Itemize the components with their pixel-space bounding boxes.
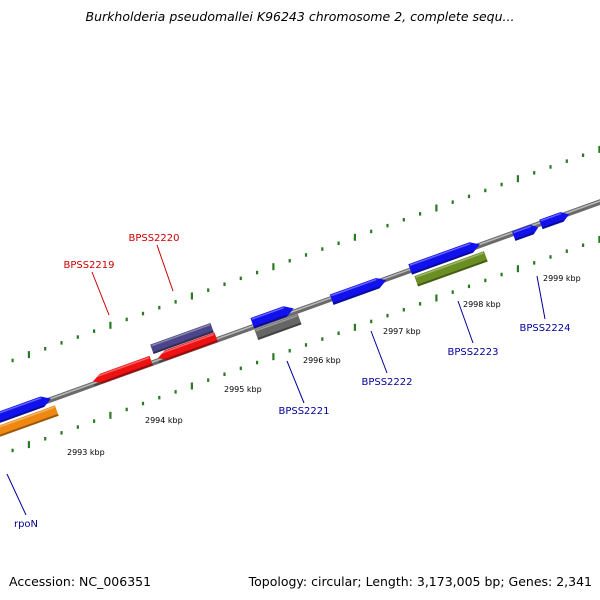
gene-feature[interactable] [512,223,540,241]
gene-arrow-shadow [514,232,534,241]
gene-arrow-shadow [152,330,214,355]
gene-arrow-shadow [411,250,474,275]
gene-arrow-shadow [0,413,59,442]
feature-layer [0,210,571,442]
gene-label-bpss2222[interactable]: BPSS2222 [361,377,412,388]
gene-label-connector [91,271,110,316]
gene-arrow-highlight [0,406,55,433]
gene-arrow-highlight [92,356,150,379]
gene-arrow-highlight [331,278,377,297]
gene-label-bpss2219[interactable]: BPSS2219 [63,260,114,271]
gene-label-connector [156,244,174,292]
gene-arrow[interactable] [0,393,53,428]
gene-label-connector [370,330,388,374]
gene-arrow-shadow [332,286,380,305]
gene-arrow-shadow [541,219,564,230]
gene-label-bpss2223[interactable]: BPSS2223 [447,347,498,358]
gene-arrow-shadow [257,322,302,340]
accession-text: Accession: NC_006351 [9,574,152,589]
label-layer: 2993 kbp 2994 kbp 2995 kbp 2996 kbp 2997 kbp… [6,233,581,530]
map-title: Burkholderia pseudomallei K96243 chromos… [85,9,515,24]
gene-feature-bpss2221[interactable] [250,303,295,329]
gene-arrow[interactable] [150,322,214,355]
gene-arrow-highlight [540,212,562,222]
scale-label: 2993 kbp [67,448,105,457]
gene-feature[interactable] [254,314,302,340]
gene-feature[interactable] [0,405,59,442]
gene-label-bpss2220[interactable]: BPSS2220 [128,233,179,244]
gene-arrow[interactable] [408,239,481,275]
gene-arrow-highlight [151,324,211,347]
genome-summary-text: Topology: circular; Length: 3,173,005 bp… [248,574,592,589]
gene-feature-bpss2222[interactable] [329,275,388,305]
chromosome-backbone [0,199,600,421]
gene-arrow[interactable] [91,355,153,386]
gene-arrow[interactable] [156,332,218,363]
gene-arrow-highlight [513,225,532,234]
gene-feature-bpss2224[interactable] [539,210,571,230]
scale-label: 2996 kbp [303,356,341,365]
gene-label-bpss2224[interactable]: BPSS2224 [519,323,570,334]
gene-arrow[interactable] [512,223,540,241]
gene-arrow-highlight [0,397,42,419]
gene-feature-bpss2219[interactable] [91,355,153,387]
scale-label: 2994 kbp [145,416,183,425]
gene-arrow[interactable] [250,303,295,329]
gene-arrow-highlight [409,242,471,267]
gene-label-rpon[interactable]: rpoN [14,519,38,530]
gene-label-bpss2221[interactable]: BPSS2221 [278,406,329,417]
gene-arrow-shadow [158,340,218,363]
gene-arrow[interactable] [414,251,488,287]
gene-label-connector [457,300,474,344]
gene-feature-bpss2220[interactable] [156,332,218,363]
gene-arrow-shadow [93,363,153,387]
gene-label-connector [286,360,305,404]
gene-feature-bpss2223[interactable] [408,239,481,275]
tick-layer [11,145,600,453]
gene-arrow-shadow [0,404,45,428]
gene-arrow-highlight [251,306,285,320]
gene-feature[interactable] [414,251,488,287]
gene-arrow[interactable] [539,210,571,230]
scale-label: 2997 kbp [383,327,421,336]
scale-label: 2999 kbp [543,274,581,283]
gene-arrow-highlight [255,315,298,332]
scale-label: 2998 kbp [463,300,501,309]
gene-arrow-shadow [417,259,488,287]
gene-feature[interactable] [150,322,214,355]
gene-label-connector [6,473,27,516]
gene-arrow[interactable] [0,405,59,442]
gene-arrow-shadow [253,314,288,329]
gene-arrow[interactable] [329,275,388,305]
gene-arrow-highlight [415,252,484,278]
gene-arrow-highlight [157,333,215,356]
chromosome-backbone-highlight [0,200,600,418]
gene-arrow[interactable] [254,314,302,340]
gene-label-connector [536,275,546,320]
gene-feature-rpon[interactable] [0,393,53,428]
scale-label: 2995 kbp [224,385,262,394]
